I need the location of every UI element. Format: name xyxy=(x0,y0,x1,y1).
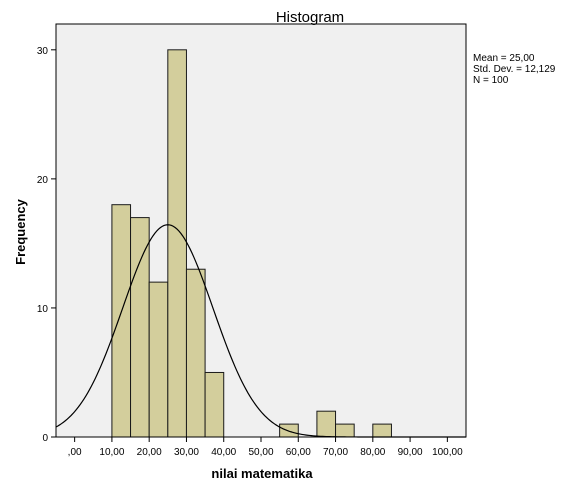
x-axis-title: nilai matematika xyxy=(211,466,313,481)
histogram-bar-9 xyxy=(372,423,392,438)
x-tick-label-8: 80,00 xyxy=(360,447,385,458)
y-tick-label-0: 0 xyxy=(42,433,48,444)
histogram-bar-4 xyxy=(185,268,206,438)
x-tick-label-5: 50,00 xyxy=(248,447,273,458)
x-ticks: ,00 10,00 20,00 30,00 40,00 50,00 60,00 70,00 80… xyxy=(68,437,463,458)
histogram-bar-3 xyxy=(167,49,187,438)
x-tick-label-2: 20,00 xyxy=(137,447,162,458)
x-tick-label-9: 90,00 xyxy=(398,447,423,458)
histogram-bar-1 xyxy=(130,217,150,438)
chart-title: Histogram xyxy=(276,9,344,26)
stats-box: Mean = 25,00 Std. Dev. = 12,129 N = 100 xyxy=(473,53,556,86)
y-ticks: 0 10 20 30 xyxy=(37,46,56,444)
stat-std-dev: Std. Dev. = 12,129 xyxy=(473,64,556,75)
y-tick-label-1: 10 xyxy=(37,304,49,315)
y-tick-label-2: 20 xyxy=(37,175,49,186)
histogram-bar-0 xyxy=(111,204,132,438)
histogram-bar-8 xyxy=(335,423,355,438)
y-axis-title: Frequency xyxy=(13,198,28,265)
x-tick-label-4: 40,00 xyxy=(211,447,236,458)
x-tick-label-1: 10,00 xyxy=(99,447,124,458)
histogram-bars xyxy=(111,49,392,438)
x-tick-label-3: 30,00 xyxy=(174,447,199,458)
histogram-bar-2 xyxy=(148,281,169,438)
x-tick-label-0: ,00 xyxy=(68,447,82,458)
histogram-bar-5 xyxy=(204,371,225,438)
stat-mean: Mean = 25,00 xyxy=(473,53,535,64)
y-tick-label-3: 30 xyxy=(37,46,49,57)
x-tick-label-6: 60,00 xyxy=(286,447,311,458)
x-tick-label-7: 70,00 xyxy=(323,447,348,458)
stat-n: N = 100 xyxy=(473,75,509,86)
histogram-bar-7 xyxy=(316,410,337,438)
x-tick-label-10: 100,00 xyxy=(432,447,463,458)
